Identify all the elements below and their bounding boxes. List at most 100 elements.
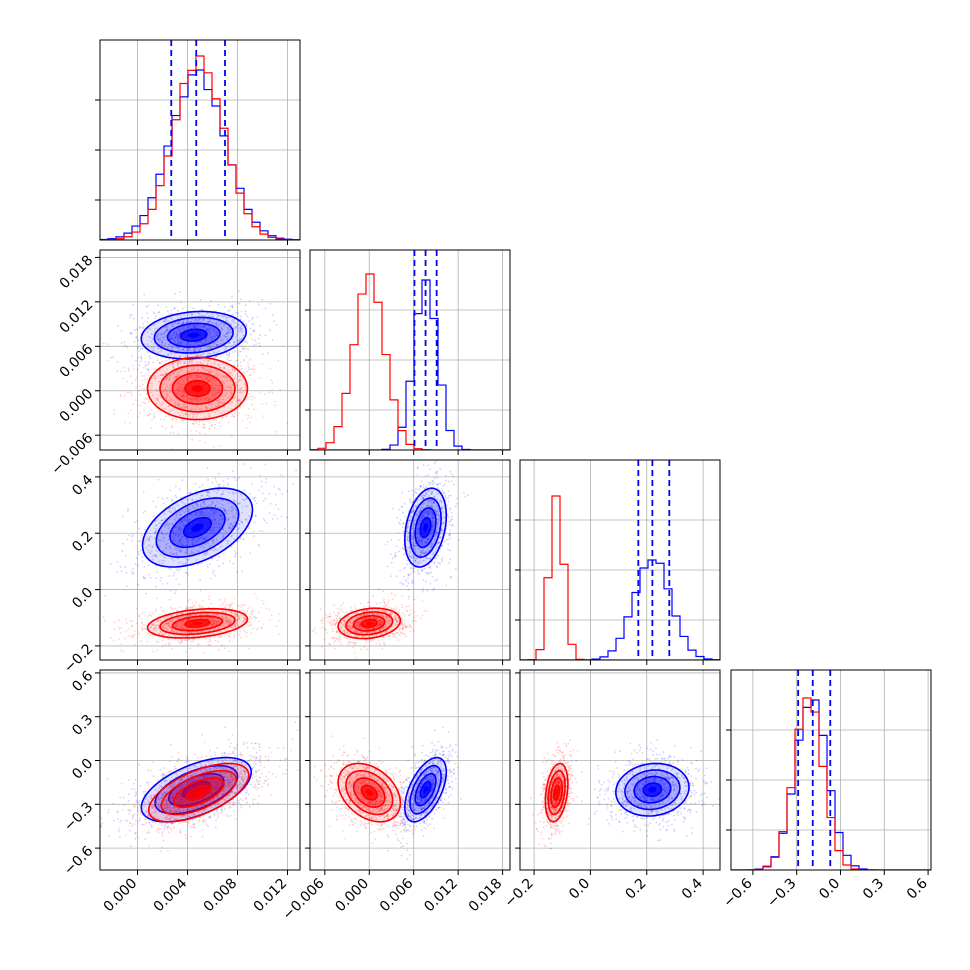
sample-point [449,529,452,531]
sample-point [133,340,136,343]
sample-point [179,326,182,329]
sample-point [227,369,230,372]
sample-point [146,414,149,417]
sample-point [177,534,180,537]
sample-point [253,521,256,524]
sample-point [431,480,434,482]
sample-point [219,401,221,403]
sample-point [217,648,220,651]
sample-point [197,516,200,518]
sample-point [158,522,161,524]
sample-point [211,315,214,318]
sample-point [227,478,230,480]
sample-point [419,509,422,512]
sample-point [231,610,233,613]
sample-point [404,635,407,638]
sample-point [158,633,161,636]
sample-point [195,430,198,432]
sample-point [420,514,423,517]
sample-point [223,325,225,328]
sample-point [264,307,267,310]
sample-point [354,628,356,631]
sample-point [242,347,244,350]
sample-point [141,347,144,350]
sample-point [448,534,450,537]
sample-point [216,330,218,333]
sample-point [438,536,441,539]
sample-point [152,361,155,364]
sample-point [199,613,202,616]
sample-point [435,557,438,559]
sample-point [219,328,222,331]
sample-point [433,462,436,465]
sample-point [233,397,236,399]
sample-point [420,539,423,542]
sample-point [172,366,175,368]
sample-point [409,609,412,611]
sample-point [207,315,210,317]
sample-point [137,356,139,359]
sample-point [207,514,210,516]
sample-point [191,539,194,542]
sample-point [255,515,257,517]
sample-point [239,391,242,394]
sample-point [257,337,260,340]
sample-point [418,511,421,514]
sample-point [178,528,181,530]
sample-point [187,634,190,637]
sample-point [236,384,239,387]
sample-point [215,420,217,422]
sample-point [228,379,231,382]
sample-point [257,543,260,546]
sample-point [238,523,241,526]
sample-point [161,333,163,336]
sample-point [157,338,160,340]
sample-point [276,517,279,520]
sample-point [194,420,197,423]
sample-point [189,327,192,330]
sample-point [181,387,184,390]
sample-point [453,483,455,486]
sample-point [237,399,240,402]
sample-point [437,527,440,530]
sample-point [138,553,140,556]
sample-point [205,512,208,515]
sample-point [109,563,112,566]
sample-point [449,507,452,510]
sample-point [343,619,346,622]
sample-point [194,483,197,485]
sample-point [154,407,157,409]
sample-point [175,631,178,634]
sample-point [154,537,156,539]
sample-point [450,512,453,514]
sample-point [192,350,195,353]
sample-point [409,547,412,550]
sample-point [178,322,181,325]
sample-point [237,312,239,315]
sample-point [219,314,221,317]
sample-point [159,374,162,376]
sample-point [412,542,414,545]
sample-point [171,344,173,347]
sample-point [270,379,273,382]
density-contour [155,497,240,558]
sample-point [197,374,199,377]
sample-point [197,550,200,552]
sample-point [449,508,451,511]
sample-point [407,598,410,601]
sample-point [191,551,193,554]
sample-point [430,505,433,507]
sample-point [338,639,341,641]
sample-point [148,412,151,415]
sample-point [140,534,143,536]
sample-point [417,528,420,531]
sample-point [179,622,182,625]
sample-point [427,538,429,541]
sample-point [226,542,229,545]
sample-point [457,539,460,542]
sample-point [428,511,431,514]
sample-point [151,394,154,397]
sample-point [426,505,429,507]
sample-point [149,357,152,360]
sample-point [174,507,176,510]
